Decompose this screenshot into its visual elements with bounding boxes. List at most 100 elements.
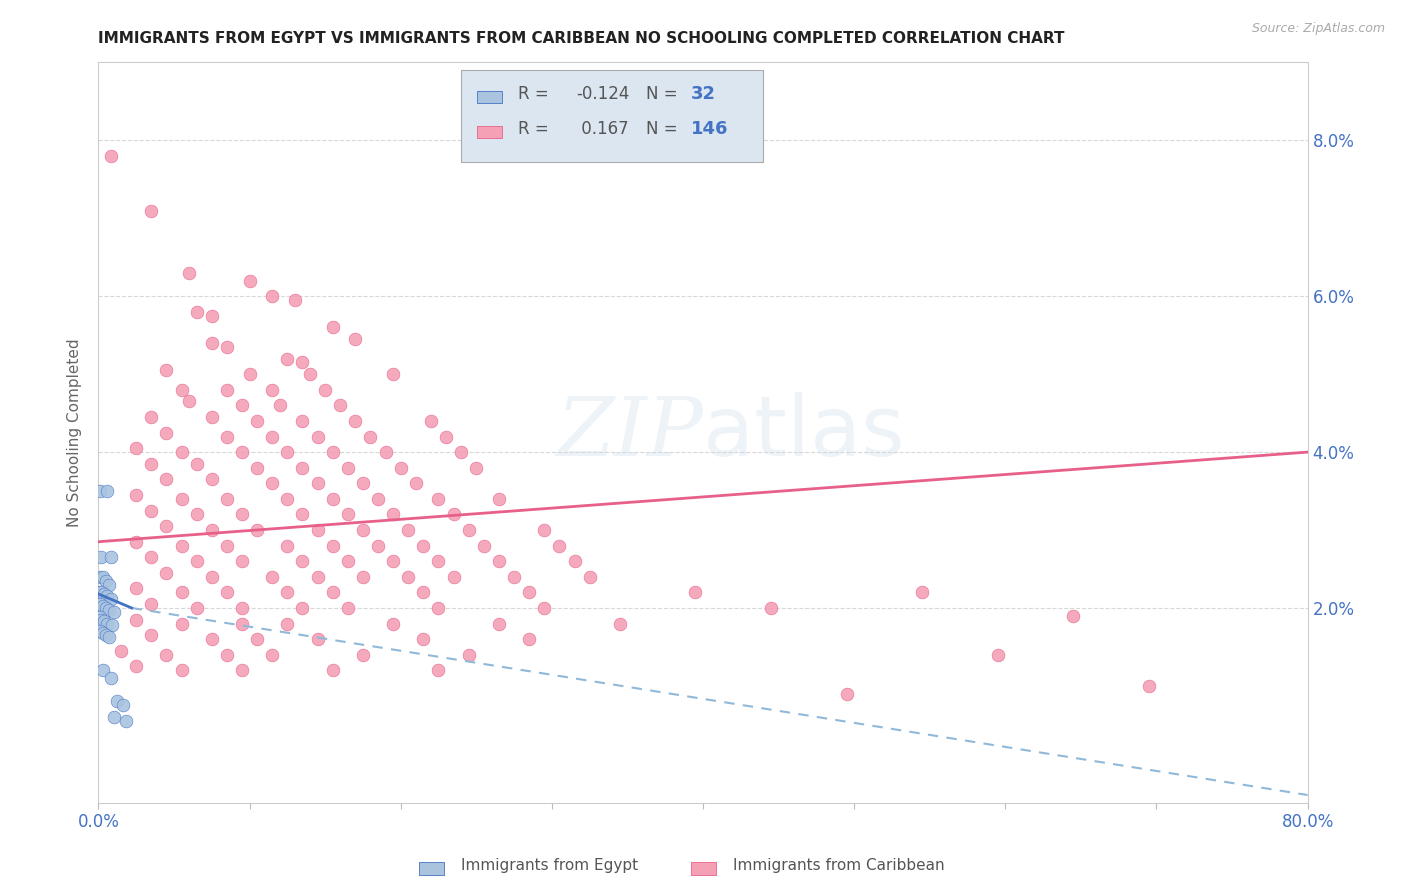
- Point: [517, 632, 540, 647]
- Point: [389, 460, 412, 475]
- Point: [291, 355, 314, 369]
- Point: [284, 293, 307, 307]
- Point: [170, 616, 193, 631]
- Point: [98, 630, 121, 644]
- Point: [367, 491, 389, 506]
- FancyBboxPatch shape: [419, 863, 444, 875]
- Point: [1062, 608, 1084, 623]
- Point: [179, 266, 201, 280]
- Point: [307, 570, 329, 584]
- Point: [1137, 679, 1160, 693]
- Point: [685, 585, 707, 599]
- Text: Source: ZipAtlas.com: Source: ZipAtlas.com: [1251, 22, 1385, 36]
- Point: [93, 614, 115, 628]
- Point: [987, 648, 1010, 662]
- Point: [186, 457, 208, 471]
- FancyBboxPatch shape: [690, 863, 716, 875]
- Point: [396, 523, 419, 537]
- Point: [382, 367, 405, 381]
- Point: [336, 460, 359, 475]
- Point: [201, 570, 224, 584]
- Point: [262, 429, 284, 443]
- Text: R =: R =: [517, 86, 554, 103]
- Point: [276, 351, 298, 366]
- Point: [307, 476, 329, 491]
- Point: [201, 523, 224, 537]
- Point: [231, 616, 253, 631]
- Point: [231, 398, 253, 412]
- Point: [396, 570, 419, 584]
- Point: [322, 663, 344, 677]
- Point: [533, 601, 555, 615]
- Point: [98, 577, 121, 591]
- Point: [186, 305, 208, 319]
- Point: [215, 429, 238, 443]
- Point: [307, 523, 329, 537]
- Point: [835, 687, 858, 701]
- Point: [443, 508, 465, 522]
- Point: [336, 601, 359, 615]
- Point: [215, 539, 238, 553]
- Point: [291, 460, 314, 475]
- Point: [262, 476, 284, 491]
- Point: [231, 445, 253, 459]
- Point: [472, 539, 495, 553]
- Point: [155, 425, 177, 440]
- Point: [89, 585, 111, 599]
- Point: [291, 508, 314, 522]
- Point: [170, 383, 193, 397]
- Point: [231, 663, 253, 677]
- Point: [427, 554, 450, 568]
- FancyBboxPatch shape: [461, 70, 763, 162]
- Point: [105, 694, 128, 708]
- Point: [911, 585, 934, 599]
- Point: [170, 663, 193, 677]
- Point: [103, 605, 125, 619]
- Point: [352, 476, 374, 491]
- Point: [231, 508, 253, 522]
- Point: [100, 591, 122, 606]
- Point: [412, 585, 434, 599]
- Point: [564, 554, 586, 568]
- Point: [344, 414, 367, 428]
- Point: [336, 554, 359, 568]
- Point: [141, 550, 163, 565]
- Point: [100, 550, 122, 565]
- Text: N =: N =: [647, 120, 683, 138]
- Point: [291, 601, 314, 615]
- Point: [89, 610, 111, 624]
- Point: [329, 398, 352, 412]
- Point: [533, 523, 555, 537]
- Text: ZIP: ZIP: [557, 392, 703, 473]
- Point: [125, 534, 148, 549]
- Point: [367, 539, 389, 553]
- Point: [201, 336, 224, 351]
- Point: [262, 289, 284, 303]
- Point: [276, 585, 298, 599]
- Point: [412, 539, 434, 553]
- Point: [215, 585, 238, 599]
- Point: [322, 445, 344, 459]
- Point: [352, 648, 374, 662]
- Point: [94, 574, 117, 588]
- Point: [141, 503, 163, 517]
- Point: [125, 582, 148, 596]
- Point: [170, 491, 193, 506]
- Point: [96, 589, 118, 603]
- Point: [89, 570, 111, 584]
- Point: [101, 618, 124, 632]
- Point: [215, 340, 238, 354]
- Point: [201, 309, 224, 323]
- Point: [262, 648, 284, 662]
- Point: [201, 632, 224, 647]
- Point: [322, 320, 344, 334]
- Point: [322, 491, 344, 506]
- FancyBboxPatch shape: [477, 91, 502, 103]
- Point: [299, 367, 322, 381]
- Point: [276, 445, 298, 459]
- Text: IMMIGRANTS FROM EGYPT VS IMMIGRANTS FROM CARIBBEAN NO SCHOOLING COMPLETED CORREL: IMMIGRANTS FROM EGYPT VS IMMIGRANTS FROM…: [98, 31, 1064, 46]
- Point: [420, 414, 443, 428]
- Y-axis label: No Schooling Completed: No Schooling Completed: [67, 338, 83, 527]
- Point: [93, 587, 115, 601]
- Point: [412, 632, 434, 647]
